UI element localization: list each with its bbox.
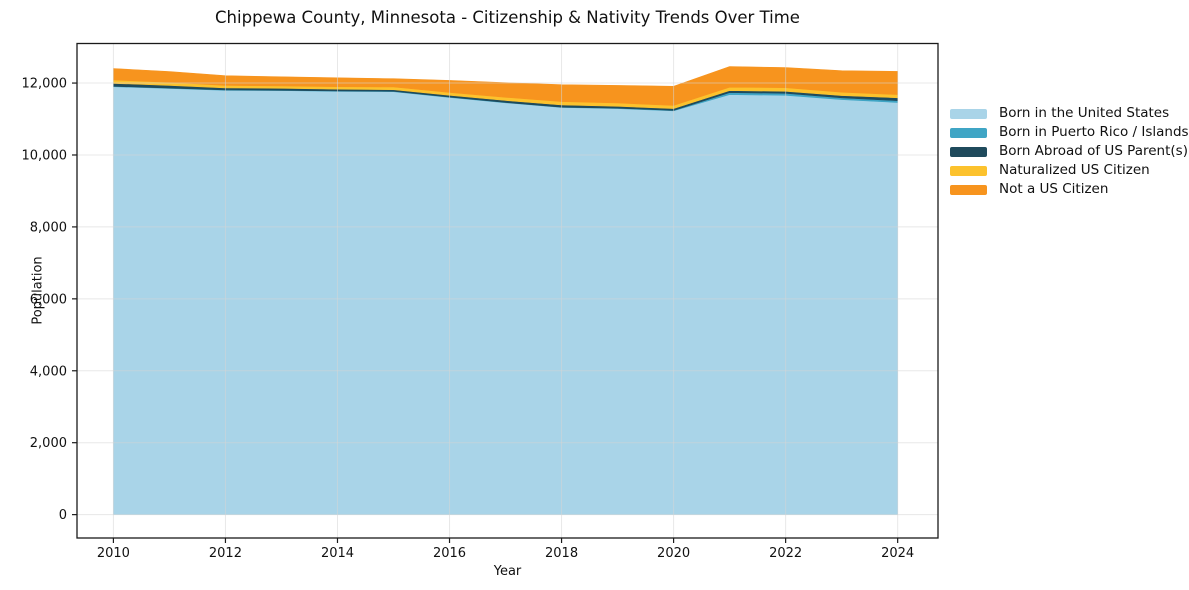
y-tick-label: 6,000 bbox=[30, 292, 67, 307]
x-tick-label: 2016 bbox=[433, 546, 466, 561]
y-tick-label: 10,000 bbox=[22, 148, 68, 163]
legend-label: Born in the United States bbox=[999, 105, 1170, 121]
legend-label: Born in Puerto Rico / Islands bbox=[999, 124, 1189, 140]
x-tick-label: 2018 bbox=[545, 546, 578, 561]
legend-swatch-icon bbox=[950, 184, 987, 195]
legend-item-1: Born in Puerto Rico / Islands bbox=[950, 123, 1189, 142]
y-tick-label: 0 bbox=[59, 508, 67, 523]
legend-swatch-icon bbox=[950, 108, 987, 119]
legend: Born in the United States Born in Puerto … bbox=[950, 104, 1189, 199]
legend-swatch-icon bbox=[950, 127, 987, 138]
legend-item-3: Naturalized US Citizen bbox=[950, 161, 1189, 180]
y-tick-label: 12,000 bbox=[22, 77, 68, 92]
x-tick-label: 2012 bbox=[209, 546, 242, 561]
legend-item-4: Not a US Citizen bbox=[950, 180, 1189, 199]
x-tick-label: 2014 bbox=[321, 546, 354, 561]
area-series-0 bbox=[113, 86, 899, 515]
x-tick-label: 2010 bbox=[97, 546, 130, 561]
y-tick-label: 4,000 bbox=[30, 364, 67, 379]
y-tick-label: 2,000 bbox=[30, 436, 67, 451]
legend-item-2: Born Abroad of US Parent(s) bbox=[950, 142, 1189, 161]
x-tick-label: 2020 bbox=[657, 546, 690, 561]
y-axis-label: Population bbox=[30, 256, 46, 325]
x-tick-label: 2024 bbox=[881, 546, 914, 561]
x-tick-label: 2022 bbox=[769, 546, 802, 561]
legend-swatch-icon bbox=[950, 146, 987, 157]
plot-border bbox=[76, 42, 939, 539]
legend-swatch-icon bbox=[950, 165, 987, 176]
x-axis-label: Year bbox=[493, 564, 522, 579]
legend-item-0: Born in the United States bbox=[950, 104, 1189, 123]
y-tick-label: 8,000 bbox=[30, 220, 67, 235]
chart-title: Chippewa County, Minnesota - Citizenship… bbox=[215, 8, 800, 27]
legend-label: Not a US Citizen bbox=[999, 181, 1109, 197]
legend-label: Naturalized US Citizen bbox=[999, 162, 1150, 178]
legend-label: Born Abroad of US Parent(s) bbox=[999, 143, 1188, 159]
